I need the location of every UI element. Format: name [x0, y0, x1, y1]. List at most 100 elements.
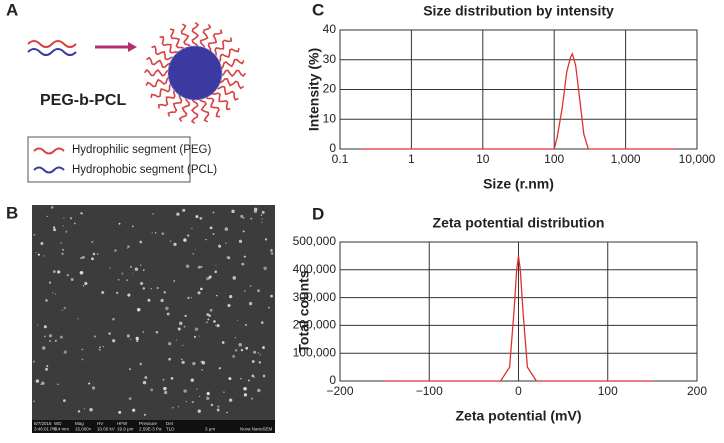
particle [132, 408, 136, 412]
y-tick-label: 10 [323, 111, 337, 125]
particle [240, 377, 242, 380]
x-tick-label: −100 [416, 384, 443, 398]
particle [166, 312, 170, 316]
particle [251, 374, 255, 378]
particle [73, 222, 76, 225]
particle [226, 411, 228, 414]
particle [80, 256, 83, 260]
particle [82, 285, 85, 287]
y-tick-label: 0 [329, 373, 336, 387]
peg-arm [180, 23, 193, 51]
particle [140, 282, 144, 286]
particle [102, 346, 105, 348]
particle [251, 360, 255, 363]
peg-arm [200, 23, 212, 51]
particle [168, 342, 172, 346]
particle [215, 264, 217, 266]
particle [77, 410, 81, 413]
particle [156, 286, 159, 290]
x-tick-label: 10,000 [679, 152, 716, 166]
particle [184, 314, 187, 318]
peg-arm [151, 45, 175, 62]
particle [116, 291, 119, 295]
y-tick-label: 100,000 [293, 345, 337, 359]
particle [61, 252, 64, 255]
particle [172, 406, 174, 409]
particle [165, 306, 169, 311]
particle [81, 255, 86, 259]
particle [152, 213, 154, 215]
particle [142, 380, 147, 385]
particle [206, 313, 210, 316]
particle [270, 252, 274, 255]
legend-label: Hydrophilic segment (PEG) [72, 144, 211, 156]
particle [183, 325, 186, 328]
particle [206, 277, 210, 281]
particle [89, 408, 93, 412]
peg-arm [217, 58, 245, 71]
particle [195, 215, 199, 219]
scale-bar-text: 2.59E-3 Pa [139, 427, 162, 432]
peg-arm [218, 69, 247, 78]
particle [206, 396, 210, 401]
particle [163, 386, 167, 391]
particle [114, 249, 117, 252]
particle [200, 360, 204, 364]
particle [142, 287, 146, 290]
x-tick-label: 0.1 [332, 152, 349, 166]
peg-arm [210, 89, 231, 111]
y-tick-label: 200,000 [293, 318, 337, 332]
particle [259, 353, 262, 356]
particle [221, 341, 225, 344]
particle [199, 216, 203, 220]
particle [173, 280, 176, 282]
particle [218, 244, 222, 248]
particle [197, 291, 201, 295]
particle [136, 339, 139, 343]
particle [195, 388, 198, 390]
peg-arm [145, 75, 173, 88]
particle [43, 255, 45, 257]
particle [210, 403, 214, 407]
chart-title: Size distribution by intensity [423, 3, 614, 19]
particle [209, 226, 213, 230]
particle [177, 327, 181, 331]
particle [129, 265, 132, 268]
particle [243, 255, 246, 258]
peg-arm [157, 88, 179, 109]
particle [70, 278, 74, 281]
particle [244, 324, 247, 326]
particle [161, 232, 165, 235]
particle [195, 248, 197, 250]
particle [262, 374, 266, 378]
particle [63, 399, 66, 402]
scale-bar-text: HV [97, 421, 103, 426]
particle [98, 348, 101, 351]
particle [139, 240, 143, 244]
particle [183, 238, 187, 242]
y-tick-label: 30 [323, 52, 337, 66]
particle [206, 321, 208, 324]
peg-arm [217, 78, 245, 90]
particle [66, 274, 69, 277]
particle [232, 276, 237, 280]
peg-arm [169, 28, 186, 53]
particle [46, 365, 49, 368]
particle [48, 339, 52, 343]
particle [243, 386, 247, 391]
particle [205, 238, 207, 241]
particle [212, 233, 215, 235]
particle [250, 217, 253, 220]
particle [263, 266, 267, 271]
scale-bar-text: Mag [75, 421, 84, 426]
peg-arm [167, 93, 184, 117]
particle [53, 226, 56, 229]
particle [50, 206, 54, 209]
particle [192, 252, 195, 255]
particle [212, 211, 215, 214]
particle [183, 389, 187, 393]
particle [185, 264, 190, 268]
particle [147, 298, 151, 302]
particle [238, 342, 242, 347]
